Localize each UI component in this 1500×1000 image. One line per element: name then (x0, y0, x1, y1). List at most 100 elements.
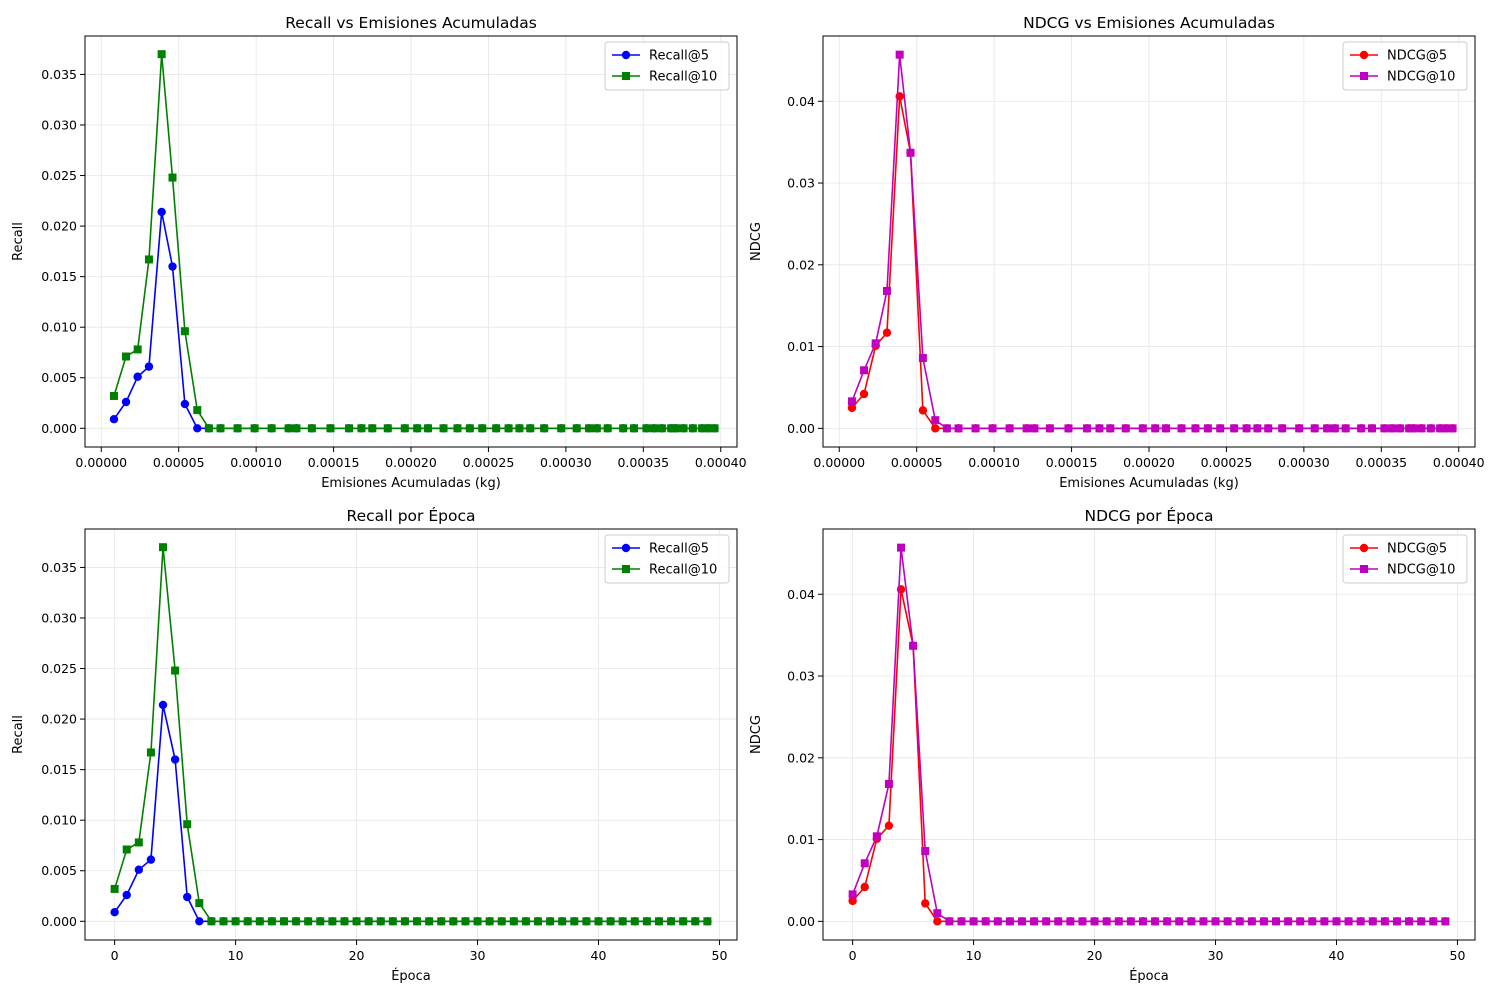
x-axis-label: Época (391, 968, 431, 984)
data-point (540, 424, 549, 433)
data-point (504, 424, 513, 433)
data-point (1392, 917, 1401, 926)
data-point (521, 917, 530, 926)
x-tick-label: 20 (349, 948, 365, 963)
chart-panel-2: 0.00000 0.00005 0.00010 0.00015 0.00020 0.000… (749, 14, 1485, 491)
data-point (255, 917, 264, 926)
y-tick-label: 0.035 (41, 67, 77, 82)
legend: Recall@5 Recall@10 (604, 41, 730, 91)
data-point (1114, 917, 1123, 926)
x-tick-label: 0.00010 (968, 455, 1020, 470)
y-tick-label: 0.02 (787, 257, 815, 272)
y-tick-label: 0.030 (41, 117, 77, 132)
data-point (657, 424, 666, 433)
data-point (582, 917, 591, 926)
y-tick-label: 0.00 (787, 914, 815, 929)
y-axis-label: Recall (11, 222, 26, 261)
data-point (909, 641, 918, 650)
data-point (1090, 917, 1099, 926)
y-tick-label: 0.00 (787, 421, 815, 436)
data-point (413, 917, 422, 926)
legend-box (604, 534, 730, 584)
y-tick-label: 0.020 (41, 219, 77, 234)
data-point (439, 424, 448, 433)
data-point (594, 917, 603, 926)
y-tick-label: 0.04 (787, 587, 815, 602)
data-point (884, 779, 893, 788)
y-tick-label: 0.015 (41, 269, 77, 284)
axes-frame (84, 35, 738, 448)
data-point (1356, 917, 1365, 926)
y-tick-label: 0.010 (41, 813, 77, 828)
x-axis-label: Emisiones Acumuladas (kg) (1059, 476, 1239, 491)
data-point (931, 416, 940, 425)
y-tick-label: 0.01 (787, 832, 815, 847)
data-point (180, 327, 189, 336)
data-point (292, 424, 301, 433)
data-point (1102, 917, 1111, 926)
data-point (1442, 424, 1451, 433)
data-point (1357, 424, 1366, 433)
data-point (1230, 424, 1239, 433)
data-point (1388, 424, 1397, 433)
data-point (216, 424, 225, 433)
x-tick-label: 0.00025 (1201, 455, 1253, 470)
data-point (619, 424, 628, 433)
legend-label: NDCG@5 (1387, 542, 1447, 557)
x-tick-label: 0 (111, 948, 119, 963)
data-point (993, 917, 1002, 926)
x-tick-label: 10 (966, 948, 982, 963)
data-point (679, 424, 688, 433)
data-point (1429, 917, 1438, 926)
data-point (122, 352, 131, 361)
series-line-ndcg-at-10 (851, 547, 1446, 923)
data-point (1191, 424, 1200, 433)
chart-title: Recall por Época (347, 506, 476, 525)
data-point (307, 424, 316, 433)
legend-marker (1360, 565, 1368, 573)
data-point (860, 859, 869, 868)
series-line-ndcg-at-5 (851, 96, 1453, 430)
y-tick-label: 0.025 (41, 168, 77, 183)
plot-area (847, 50, 1457, 433)
chart-title: NDCG por Época (1084, 506, 1213, 525)
data-point (1330, 424, 1339, 433)
series-line-recall-at-5 (113, 211, 715, 430)
data-point (1083, 424, 1092, 433)
x-tick-label: 20 (1087, 948, 1103, 963)
data-point (1121, 424, 1130, 433)
data-point (146, 855, 156, 864)
data-point (207, 917, 216, 926)
data-point (1223, 917, 1232, 926)
data-point (606, 917, 615, 926)
data-point (1199, 917, 1208, 926)
axes-frame (822, 528, 1476, 941)
data-point (585, 424, 594, 433)
y-tick-label: 0.020 (41, 712, 77, 727)
data-point (1030, 424, 1039, 433)
x-tick-label: 0.00020 (1123, 455, 1175, 470)
legend-marker (1359, 543, 1369, 553)
data-point (383, 424, 392, 433)
data-point (1211, 917, 1220, 926)
data-point (981, 917, 990, 926)
data-point (279, 917, 288, 926)
legend-label: NDCG@5 (1387, 49, 1447, 64)
data-point (109, 391, 118, 400)
data-point (478, 424, 487, 433)
data-point (122, 890, 131, 900)
data-point (630, 424, 639, 433)
y-tick-label: 0.03 (787, 669, 815, 684)
data-point (1253, 424, 1262, 433)
axes-frame (84, 528, 738, 941)
x-tick-label: 50 (1450, 948, 1466, 963)
data-point (509, 917, 518, 926)
y-tick-label: 0.04 (787, 94, 815, 109)
legend-label: NDCG@10 (1387, 563, 1455, 578)
data-point (144, 255, 153, 264)
x-tick-label: 30 (470, 948, 486, 963)
axes-frame (822, 35, 1476, 448)
data-point (654, 917, 663, 926)
data-point (534, 917, 543, 926)
data-point (698, 424, 707, 433)
